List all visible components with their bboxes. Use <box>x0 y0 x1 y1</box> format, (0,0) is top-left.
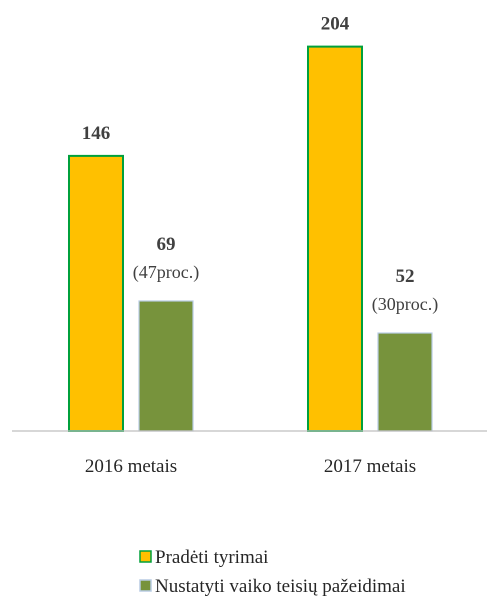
legend-label-pradeti-tyrimai: Pradėti tyrimai <box>155 547 268 568</box>
bar-s0-c0 <box>68 154 124 432</box>
bar-s1-c1 <box>377 332 433 432</box>
bars-layer: 146 204 69 (47proc.) 52 (30proc.) <box>68 14 438 432</box>
percent-label-s1-c0: (47proc.) <box>133 262 199 283</box>
x-tick-label-2017: 2017 metais <box>324 456 416 477</box>
data-label-s0-c0: 146 <box>82 123 111 144</box>
data-label-s0-c1: 204 <box>321 14 350 35</box>
legend-item-pradeti-tyrimai: Pradėti tyrimai <box>139 547 268 568</box>
legend-item-nustatyti-pazeidimai: Nustatyti vaiko teisių pažeidimai <box>139 576 406 597</box>
x-tick-label-2016: 2016 metais <box>85 456 177 477</box>
legend-swatch-nustatyti-pazeidimai <box>139 579 152 592</box>
bar-s1-c0 <box>138 300 194 432</box>
data-label-s1-c0: 69 <box>157 234 176 255</box>
legend-label-nustatyti-pazeidimai: Nustatyti vaiko teisių pažeidimai <box>155 576 406 597</box>
legend: Pradėti tyrimai Nustatyti vaiko teisių p… <box>139 547 406 597</box>
legend-swatch-pradeti-tyrimai <box>139 550 152 563</box>
bar-s0-c1 <box>307 45 363 432</box>
percent-label-s1-c1: (30proc.) <box>372 294 438 315</box>
data-label-s1-c1: 52 <box>396 266 415 287</box>
